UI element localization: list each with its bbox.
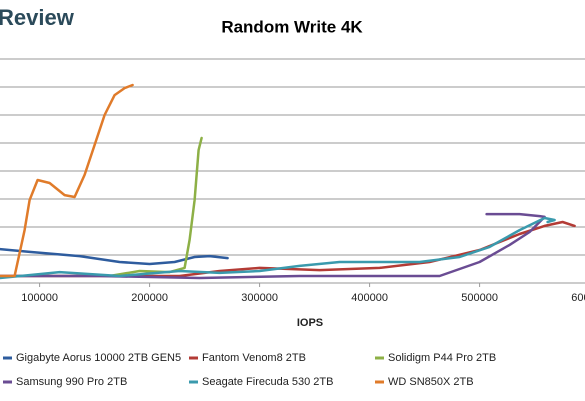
x-tick-label: 500000 — [461, 292, 498, 304]
x-axis-label: IOPS — [297, 317, 323, 329]
series-line — [108, 136, 203, 278]
series-line — [0, 247, 229, 266]
legend-label: Solidigm P44 Pro 2TB — [388, 352, 496, 364]
series-line — [0, 212, 546, 280]
series-line — [0, 83, 134, 278]
legend-label: Gigabyte Aorus 10000 2TB GEN5 — [16, 352, 181, 364]
legend-label: WD SN850X 2TB — [388, 376, 474, 388]
legend-label: Samsung 990 Pro 2TB — [16, 376, 127, 388]
x-tick-label: 200000 — [131, 292, 168, 304]
x-tick-label: 100000 — [21, 292, 58, 304]
logo: Review — [0, 5, 75, 30]
chart-title: Random Write 4K — [221, 17, 363, 36]
series-line — [0, 220, 576, 278]
legend-label: Fantom Venom8 2TB — [202, 352, 306, 364]
x-tick-label: 600000 — [571, 292, 585, 304]
x-tick-label: 300000 — [241, 292, 278, 304]
x-tick-label: 400000 — [351, 292, 388, 304]
series-line — [0, 216, 556, 280]
legend-label: Seagate Firecuda 530 2TB — [202, 376, 333, 388]
